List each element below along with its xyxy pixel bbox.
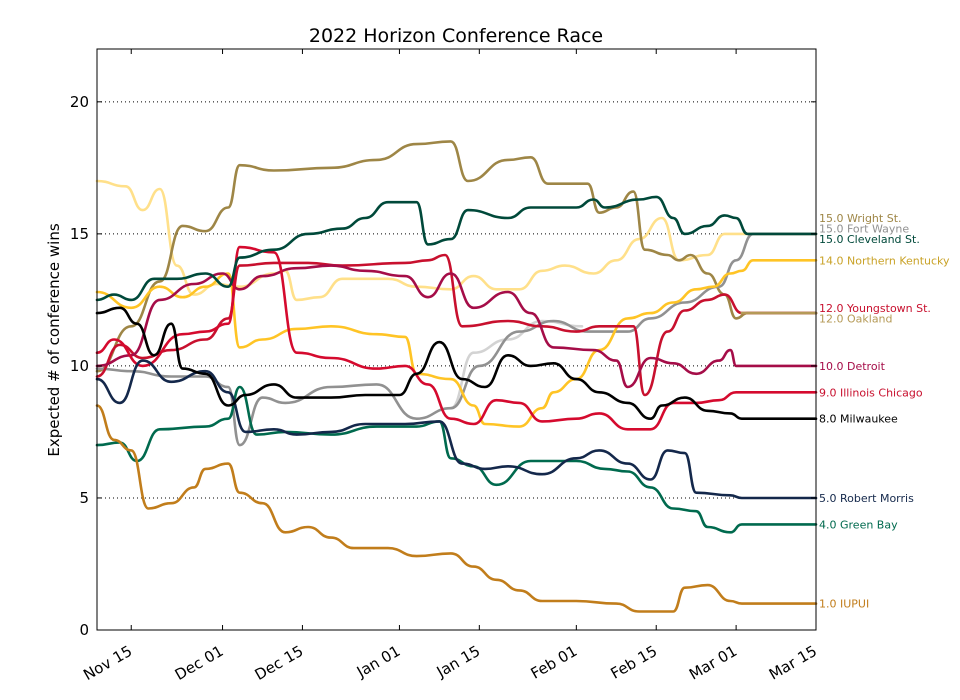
- series-line-illinois-chicago: [95, 245, 818, 431]
- plot-area-frame: [96, 48, 817, 631]
- end-label: 8.0 Milwaukee: [819, 413, 898, 426]
- series-line-iupui: [95, 404, 818, 613]
- x-tick-label: Mar 15: [766, 642, 820, 684]
- end-label: 12.0 Oakland: [819, 312, 893, 325]
- end-label: 14.0 Northern Kentucky: [819, 254, 950, 267]
- series-line-unlabeled-13: [449, 319, 584, 410]
- series-line-green-bay: [95, 385, 818, 534]
- x-tick-label: Jan 01: [353, 642, 404, 682]
- x-tick-label: Dec 15: [252, 642, 307, 684]
- series-line-milwaukee: [95, 306, 818, 421]
- end-label: 9.0 Illinois Chicago: [819, 386, 923, 399]
- end-label: 15.0 Cleveland St.: [819, 233, 920, 246]
- end-label: 5.0 Robert Morris: [819, 492, 914, 505]
- end-label: 12.0 Youngstown St.: [819, 302, 931, 315]
- x-tick-label: Mar 01: [686, 642, 740, 684]
- series-line-detroit: [95, 264, 818, 389]
- x-tick-label: Nov 15: [80, 642, 135, 684]
- x-tick-label: Feb 01: [528, 642, 581, 683]
- series-line-cleveland-st-: [95, 195, 818, 302]
- series-line-robert-morris: [95, 359, 818, 500]
- y-axis-title: Expected # of conference wins: [45, 223, 63, 457]
- end-label: 4.0 Green Bay: [819, 518, 898, 531]
- x-tick-label: Feb 15: [608, 642, 661, 683]
- chart-title: 2022 Horizon Conference Race: [309, 25, 603, 47]
- end-label: 1.0 IUPUI: [819, 598, 869, 611]
- y-tick-label: 0: [79, 621, 89, 639]
- series-lines: [95, 140, 818, 613]
- x-tick-label: Jan 15: [433, 642, 484, 682]
- end-label: 15.0 Wright St.: [819, 212, 902, 225]
- end-label: 10.0 Detroit: [819, 360, 886, 373]
- x-tick-label: Dec 01: [172, 642, 227, 684]
- y-tick-label: 5: [79, 489, 89, 507]
- y-axis: 0 5 10 15 20: [70, 93, 816, 639]
- series-line-fort-wayne: [95, 232, 818, 447]
- y-tick-label: 15: [70, 225, 89, 243]
- series-line-wright-st-: [95, 140, 818, 373]
- y-tick-label: 20: [70, 93, 89, 111]
- series-line-youngstown-st-: [95, 253, 818, 397]
- end-label: 15.0 Fort Wayne: [819, 223, 909, 236]
- series-line-unlabeled-12: [95, 179, 818, 302]
- y-tick-label: 10: [70, 357, 89, 375]
